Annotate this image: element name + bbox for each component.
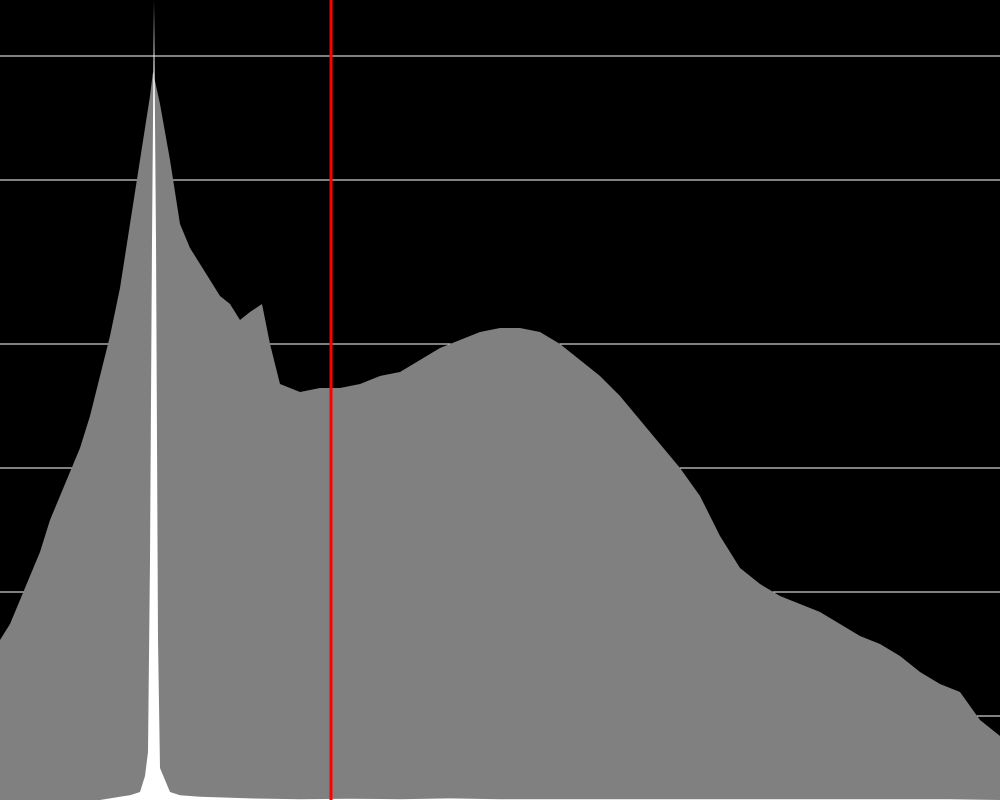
- background-distribution: [0, 72, 1000, 800]
